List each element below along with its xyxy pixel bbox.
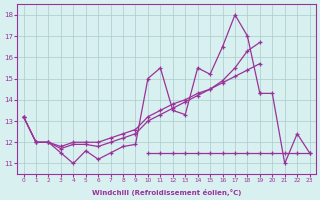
X-axis label: Windchill (Refroidissement éolien,°C): Windchill (Refroidissement éolien,°C): [92, 189, 241, 196]
